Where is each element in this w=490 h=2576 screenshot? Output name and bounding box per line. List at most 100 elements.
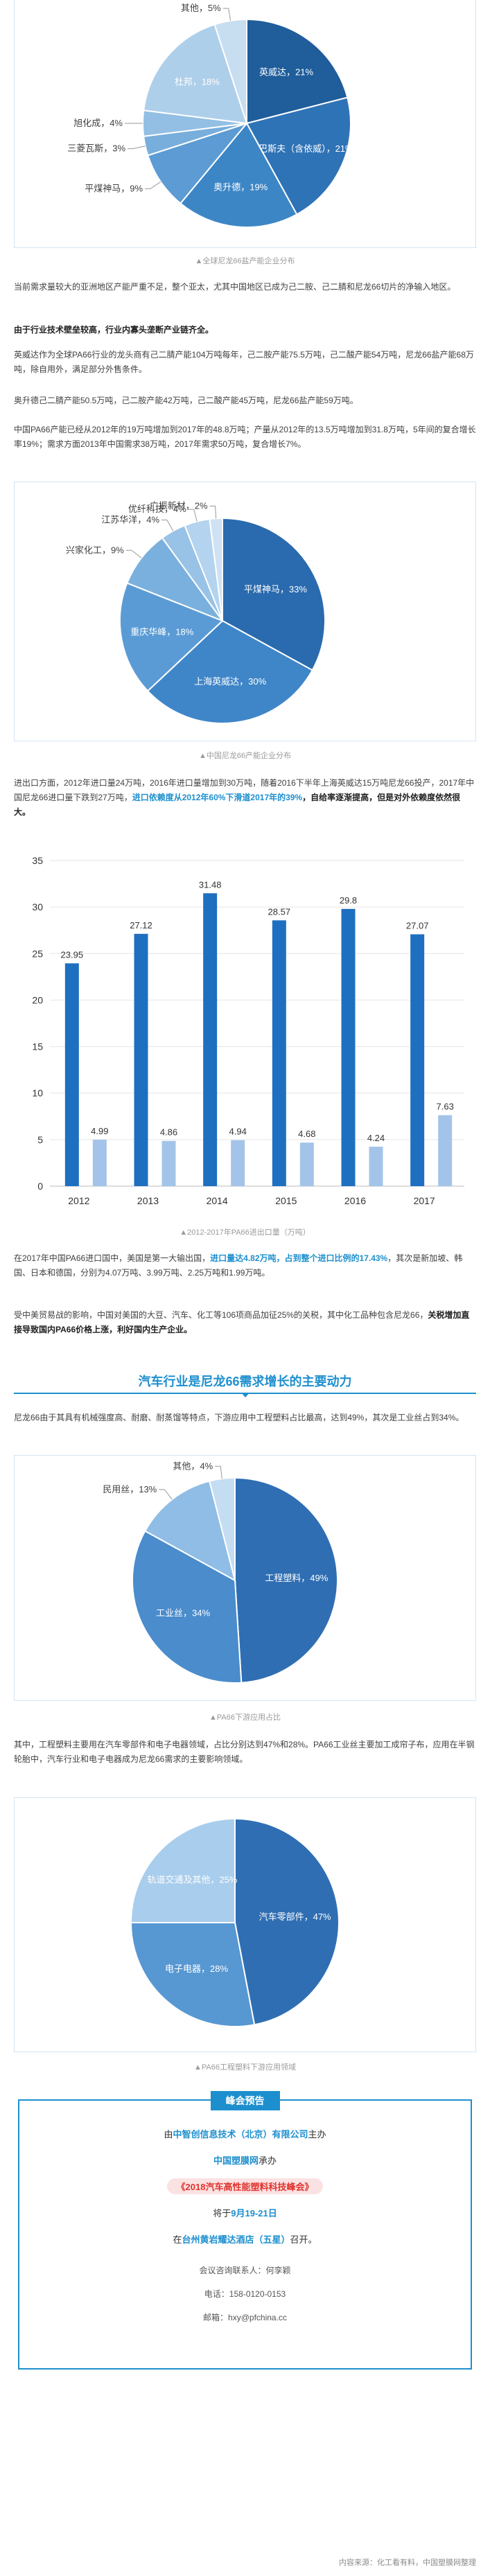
pie-slice: [143, 1480, 236, 1582]
x-tick-label: 2017: [414, 1195, 435, 1206]
pie-chart-downstream-svg: 工程塑料，49% 工业丝，34% 民用丝，13% 其他，4%: [103, 1461, 338, 1684]
paragraph: 当前需求量较大的亚洲地区产能严重不足，整个亚太，尤其中国地区已成为己二胺、己二腈…: [14, 282, 456, 292]
text-segment: 进出口方面，2012年进口量24万吨，2016年进口量增加到30万吨，随着201…: [14, 778, 475, 802]
pie-slice-label: 三菱瓦斯，3%: [67, 143, 125, 154]
bar-chart-svg: 0 5 10 15 20 25 30 35 23.95 4.99 2012 27.12 4.86 2013…: [32, 855, 464, 1206]
paragraph: 中国PA66产能已经从2012年的19万吨增加到2017年的48.8万吨；产量从…: [14, 425, 476, 449]
bar-value-label: 31.48: [199, 879, 222, 890]
paragraph: 受中美贸易战的影响，中国对美国的大豆、汽车、化工等106项商品加征25%的关税，…: [14, 1308, 476, 1337]
section-title: 汽车行业是尼龙66需求增长的主要动力: [138, 1375, 352, 1388]
bar-value-label: 29.8: [340, 895, 357, 906]
bar: [134, 933, 148, 1186]
section-header: 汽车行业是尼龙66需求增长的主要动力: [14, 1365, 476, 1397]
pie-chart-plastics-svg: 汽车零部件，47% 电子电器，28% 轨道交通及其他，25%: [130, 1817, 340, 2027]
pie-slice-label: 江苏华洋，4%: [101, 515, 159, 525]
promo-badge: 峰会预告: [210, 2091, 280, 2110]
bar-value-label: 4.24: [367, 1133, 385, 1143]
leader-line: [209, 505, 217, 519]
pie-slice-label: 奥升德，19%: [213, 182, 268, 193]
text-segment: 承办: [259, 2155, 277, 2166]
x-tick-label: 2016: [344, 1195, 366, 1206]
pie-slice-label: 重庆华峰，18%: [130, 627, 193, 637]
bar-value-label: 4.94: [229, 1127, 247, 1137]
pie-slice: [209, 517, 223, 621]
chart-caption: ▲2012-2017年PA66进出口量（万吨）: [180, 1228, 310, 1237]
bar: [272, 920, 286, 1186]
text-segment: 在2017年中国PA66进口国中，美国是第一大输出国，: [14, 1253, 211, 1263]
y-tick-label: 35: [32, 855, 43, 866]
pie-slice: [179, 122, 298, 228]
summit-promo-box: 峰会预告 由中智创信息技术（北京）有限公司主办 中国塑膜网承办 《2018汽车高…: [18, 2091, 472, 2370]
bar-value-label: 4.86: [160, 1127, 177, 1138]
chart-caption: ▲PA66下游应用占比: [209, 1713, 281, 1722]
bar: [161, 1140, 176, 1186]
pie-slice: [146, 619, 314, 724]
y-tick-label: 0: [37, 1181, 43, 1192]
bar: [203, 893, 218, 1186]
pie-slice-label: 轨道交通及其他，25%: [147, 1874, 237, 1885]
content-source: 内容来源：化工看有料，中国塑膜网整理: [339, 2559, 476, 2567]
pie-slice-label: 民用丝，13%: [103, 1484, 157, 1494]
paragraph: 其中，工程塑料主要用在汽车零部件和电子电器领域，占比分别达到47%和28%。PA…: [14, 1740, 475, 1764]
host-name: 中国塑膜网: [213, 2155, 259, 2166]
bar-value-label: 4.68: [298, 1129, 315, 1139]
bar: [438, 1115, 453, 1186]
paragraph: 尼龙66由于其具有机械强度高、耐磨、耐蒸馏等特点，下游应用中工程塑料占比最高，达…: [14, 1413, 464, 1422]
pie-slice-label: 优纤科技，4%: [128, 504, 186, 514]
pie-chart-china-svg: 平煤神马，33% 上海英威达，30% 重庆华峰，18% 兴家化工，9% 江苏华洋，4%优…: [66, 500, 326, 724]
pie-slice: [126, 536, 225, 623]
text-segment: 主办: [308, 2129, 326, 2140]
chart-caption: ▲PA66工程塑料下游应用领域: [194, 2063, 296, 2072]
y-tick-label: 20: [32, 994, 43, 1005]
pie-slice-label: 工程塑料，49%: [265, 1573, 328, 1583]
bold-text: 由于行业技术壁垒较高，行业内寡头垄断产业链齐全。: [14, 325, 214, 335]
x-tick-label: 2013: [137, 1195, 159, 1206]
bar-value-label: 4.99: [91, 1126, 108, 1136]
y-tick-label: 5: [37, 1134, 43, 1145]
promo-venue: 在台州黄岩耀达酒店（五星）召开。: [19, 2232, 471, 2246]
pie-slice: [147, 121, 249, 204]
promo-contact: 会议咨询联系人：何孪颖: [199, 2266, 291, 2275]
pie-chart-global-salt-capacity: 英威达，21% 巴斯夫（含依威），21% 奥升德，19% 平煤神马，9% 三菱瓦斯，3%…: [14, 0, 476, 248]
pie-slice-label: 其他，5%: [181, 3, 221, 13]
paragraph: 奥升德己二腈产能50.5万吨，己二胺产能42万吨，己二酸产能45万吨，尼龙66盐…: [14, 396, 358, 405]
pie-slice-label: 平煤神马，9%: [85, 183, 143, 193]
promo-email[interactable]: 邮箱：hxy@pfchina.cc: [203, 2313, 287, 2322]
pie-slice: [130, 1922, 256, 2027]
pie-slice: [222, 517, 326, 671]
pie-slice-label: 其他，4%: [173, 1461, 213, 1471]
bar: [92, 1139, 107, 1186]
text-segment: 受中美贸易战的影响，中国对美国的大豆、汽车、化工等106项商品加征25%的关税，…: [14, 1310, 428, 1320]
pie-slice-label: 工业丝，34%: [156, 1608, 210, 1618]
pie-slice-label: 平煤神马，33%: [244, 584, 307, 594]
highlight-text: 进口依赖度从2012年60%下滑道2017年的39%: [132, 793, 303, 802]
pie-slice-label: 汽车零部件，47%: [259, 1912, 331, 1922]
leader-line: [215, 1465, 222, 1479]
pie-slice-label: 电子电器，28%: [165, 1964, 228, 1974]
pie-slice-label: 巴斯夫（含依威），21%: [259, 143, 353, 154]
leader-line: [188, 509, 198, 522]
leader-line: [125, 549, 142, 558]
promo-organizer: 由中智创信息技术（北京）有限公司主办: [19, 2127, 471, 2140]
pie-slice: [246, 18, 349, 125]
pie-slice: [119, 582, 224, 692]
event-venue: 台州黄岩耀达酒店（五星）: [182, 2234, 290, 2245]
paragraph: 在2017年中国PA66进口国中，美国是第一大输出国，进口量达4.82万吨，占到…: [14, 1251, 476, 1280]
bar-value-label: 23.95: [61, 949, 84, 960]
pie-slice: [143, 24, 248, 125]
promo-phone[interactable]: 电话：158-0120-0153: [204, 2289, 286, 2299]
bar: [341, 908, 356, 1186]
bar: [410, 934, 425, 1186]
bar-value-label: 7.63: [437, 1102, 454, 1112]
x-tick-label: 2014: [207, 1195, 228, 1206]
pie-slice: [245, 96, 351, 215]
highlight-text: 进口量达4.82万吨，占到整个进口比例的17.43%: [210, 1253, 388, 1263]
y-tick-label: 15: [32, 1041, 43, 1052]
bar: [231, 1140, 245, 1186]
bar-value-label: 27.12: [130, 920, 152, 930]
pie-slice-label: 杜邦，18%: [175, 77, 220, 87]
pie-slice: [208, 1476, 236, 1581]
event-title[interactable]: 《2018汽车高性能塑料科技峰会》: [166, 2178, 324, 2194]
bar: [369, 1147, 383, 1186]
text-segment: 召开。: [290, 2234, 317, 2245]
